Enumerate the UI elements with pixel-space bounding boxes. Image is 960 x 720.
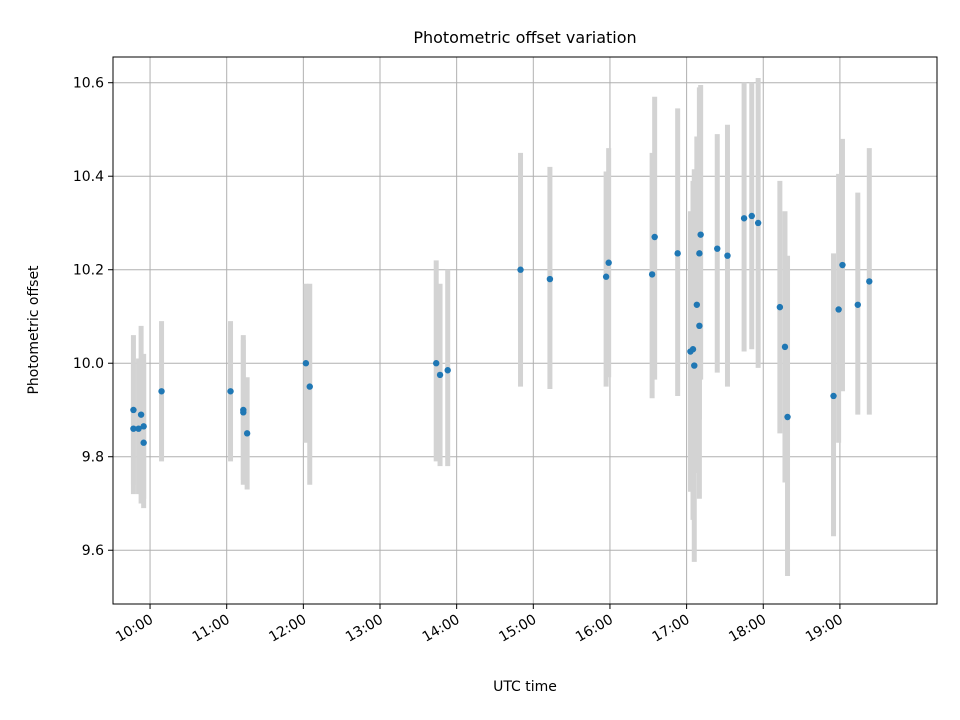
data-point [546,275,554,283]
chart-title: Photometric offset variation [413,28,636,47]
data-points [130,212,873,446]
data-point [240,409,247,416]
data-point [714,245,721,252]
data-point [306,383,313,390]
y-tick-label: 9.8 [82,450,104,466]
data-point [444,367,451,374]
data-point [835,306,842,313]
data-point [651,233,658,241]
data-point [135,425,142,432]
data-point [130,425,137,432]
data-point [696,322,703,330]
data-point [436,371,444,379]
y-axis-label: Photometric offset [26,265,42,395]
data-point [158,388,165,395]
data-point [696,250,703,257]
data-point [693,301,701,308]
y-tick-label: 10.2 [73,263,104,279]
data-point [697,231,704,238]
plot-frame [112,56,938,605]
data-point [243,430,251,437]
data-point [691,362,698,369]
data-point [781,343,789,351]
data-point [227,388,234,395]
data-point [602,273,610,280]
data-point [748,212,755,220]
y-axis-ticks: 9.6 9.8 10.0 10.2 10.4 10.6 [73,76,113,559]
data-point [517,266,524,273]
data-point [866,278,873,285]
data-point [137,411,145,418]
data-point [724,252,731,259]
y-tick-label: 10.0 [73,356,104,372]
data-point [130,406,137,414]
y-tick-label: 10.6 [73,76,104,92]
data-point [302,360,310,367]
data-point [839,261,846,269]
data-point [140,439,147,446]
data-point [674,250,681,257]
data-point [689,346,697,353]
data-point [740,215,748,222]
data-point [830,392,837,400]
data-point [854,301,861,308]
data-point [140,423,147,430]
x-axis-label: UTC time [493,679,557,695]
data-point [648,271,656,278]
data-point [605,259,612,266]
y-tick-label: 10.4 [73,169,104,185]
data-point [433,360,440,367]
y-tick-label: 9.6 [82,543,104,559]
data-point [776,303,784,311]
data-point [784,413,791,421]
data-point [754,219,762,227]
